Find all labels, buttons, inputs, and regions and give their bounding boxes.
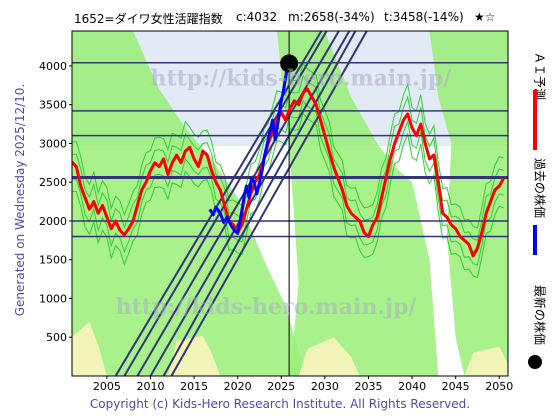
y-tick-label-5: 3000 xyxy=(39,137,67,150)
generated-date-text: Generated on Wednesday 2025/12/10. xyxy=(13,83,27,317)
y-tick-label-0: 500 xyxy=(46,331,67,344)
legend-latest: 最新の株価 xyxy=(520,275,560,375)
target-price: t:3458(-14%) xyxy=(384,10,464,24)
x-axis: 2005 2010 2015 2020 2025 2030 2035 2040 2045 2050 xyxy=(93,376,513,393)
trend-line-3 xyxy=(136,31,340,376)
copyright-footer: Copyright (c) Kids-Hero Research Institu… xyxy=(89,397,471,411)
plot-frame xyxy=(71,30,509,377)
x-tick-label-0: 2005 xyxy=(93,380,121,393)
legend-latest-marker xyxy=(528,355,542,369)
sand-area-3 xyxy=(464,346,508,376)
forecast-band-2 xyxy=(429,31,508,376)
trend-line-5 xyxy=(114,31,323,376)
trend-line-1 xyxy=(162,31,357,376)
legend-past-swatch xyxy=(533,225,537,255)
y-tick-label-7: 4000 xyxy=(39,60,67,73)
x-tick-label-4: 2025 xyxy=(267,380,295,393)
plot-area: http://kids-hero.main.jp/http://kids-her… xyxy=(72,31,508,376)
legend-past-label: 過去の株価 xyxy=(532,158,547,219)
close-price: c:4032 xyxy=(236,10,278,24)
legend-ai-swatch xyxy=(533,90,537,150)
x-tick-label-2: 2015 xyxy=(180,380,208,393)
y-axis: 500 1000 1500 2000 2500 3000 3500 4000 xyxy=(39,60,72,344)
envelope-line-2 xyxy=(72,74,504,241)
latest-price-marker xyxy=(280,54,299,73)
mid-price: m:2658(-34%) xyxy=(288,10,375,24)
x-tick-label-3: 2020 xyxy=(224,380,252,393)
trend-line-0 xyxy=(170,31,368,376)
watermark-top: http://kids-hero.main.jp/ xyxy=(150,65,452,91)
legend-past: 過去の株価 xyxy=(520,150,560,270)
generated-date: Generated on Wednesday 2025/12/10. xyxy=(10,60,30,340)
envelope-line-1 xyxy=(72,99,504,266)
y-tick-label-6: 3500 xyxy=(39,99,67,112)
x-tick-label-8: 2045 xyxy=(442,380,470,393)
x-tick-label-5: 2030 xyxy=(311,380,339,393)
x-tick-label-1: 2010 xyxy=(136,380,164,393)
watermark-bottom: http://kids-hero.main.jp/ xyxy=(116,294,418,320)
y-tick-label-4: 2500 xyxy=(39,176,67,189)
forecast-band-0 xyxy=(72,31,308,376)
legend-ai: ＡＩ予測 xyxy=(520,30,560,160)
x-tick-label-9: 2050 xyxy=(485,380,513,393)
legend-latest-label: 最新の株価 xyxy=(532,284,547,346)
past-price-line xyxy=(208,63,290,235)
sand-area-2 xyxy=(298,337,360,376)
chart-title: 1652=ダイワ女性活躍指数 xyxy=(74,12,223,26)
ai-forecast-line xyxy=(72,87,505,258)
y-tick-label-2: 1500 xyxy=(39,254,67,267)
trend-line-2 xyxy=(149,31,351,376)
sand-area-0 xyxy=(72,321,107,376)
x-tick-label-7: 2040 xyxy=(398,380,426,393)
y-tick-label-3: 2000 xyxy=(39,215,67,228)
x-tick-label-6: 2035 xyxy=(354,380,382,393)
y-tick-label-1: 1000 xyxy=(39,292,67,305)
rating-stars: ★☆ xyxy=(474,10,496,24)
